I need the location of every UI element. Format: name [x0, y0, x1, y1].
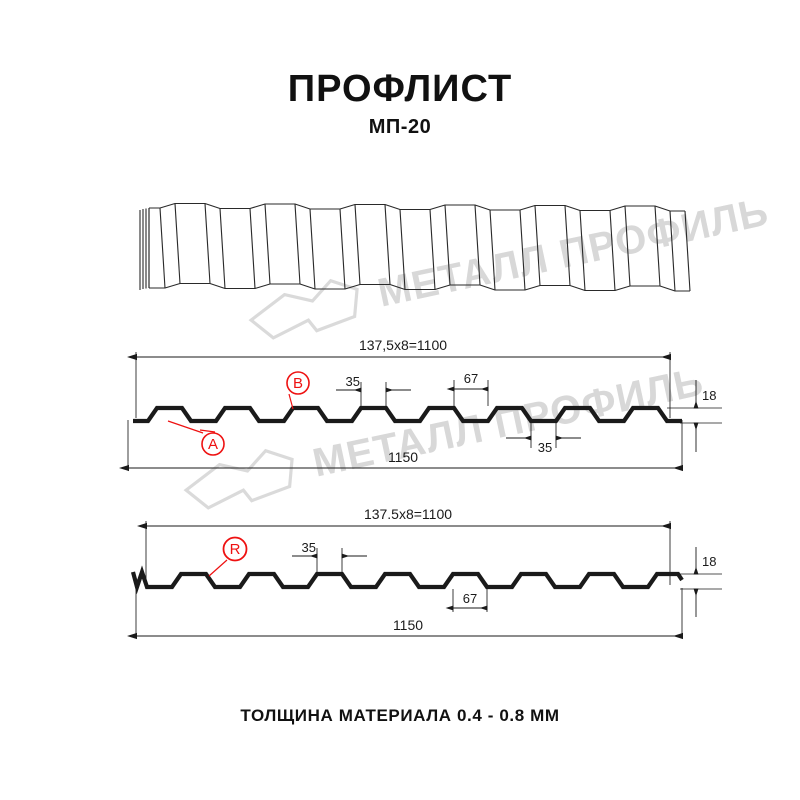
material-thickness-note: ТОЛЩИНА МАТЕРИАЛА 0.4 - 0.8 ММ: [240, 706, 560, 725]
dim-pitch-top-label: 137,5х8=1100: [359, 337, 447, 353]
watermark-lower: МЕТАЛЛ ПРОФИЛЬ: [183, 360, 708, 510]
dim-pitch-top: 137,5х8=1100: [127, 337, 671, 361]
marker-r-label: R: [230, 541, 241, 558]
watermark-text: МЕТАЛЛ ПРОФИЛЬ: [309, 360, 708, 486]
profile-outline-top: [133, 405, 682, 424]
section-view-r: 137.5х8=1100 1150 35 67: [127, 506, 722, 640]
dim-total-top: 1150: [119, 449, 683, 472]
marker-b-label: B: [293, 375, 303, 392]
marker-b: B: [286, 371, 310, 410]
dim-pitch-bottom-label: 137.5х8=1100: [364, 506, 452, 522]
dim-rib-35-top-label: 35: [346, 374, 360, 389]
profile-outline-bottom: [130, 565, 684, 595]
dim-height-18-bottom: 18: [675, 547, 722, 617]
dim-rib-35-bottom-label: 35: [538, 440, 552, 455]
dim-height-18-bottom-label: 18: [702, 554, 716, 569]
dim-valley-67-top: 67: [446, 371, 489, 406]
dim-rib-35-bottom: 35: [506, 423, 581, 455]
dim-total-top-label: 1150: [388, 449, 418, 465]
dim-total-bottom: 1150: [127, 617, 683, 640]
page-subtitle: МП-20: [368, 116, 432, 138]
dim-valley-67-bottomview-label: 67: [463, 591, 477, 606]
dim-valley-67-bottomview: 67: [445, 589, 488, 612]
dim-height-18-top: 18: [667, 380, 722, 452]
page-title: ПРОФЛИСТ: [287, 68, 513, 110]
dim-valley-67-top-label: 67: [464, 371, 478, 386]
isometric-sheet-view: [139, 202, 691, 292]
marker-a-label: A: [208, 436, 218, 453]
marker-r: R: [208, 536, 248, 577]
dim-pitch-bottom: 137.5х8=1100: [137, 506, 671, 530]
section-view-a-b: 137,5х8=1100 1150 35 67: [119, 337, 722, 472]
dim-rib-35-bottomview: 35: [292, 540, 367, 572]
dim-height-18-top-label: 18: [702, 388, 716, 403]
watermark-upper: МЕТАЛЛ ПРОФИЛЬ: [248, 190, 773, 340]
marker-a: A: [167, 420, 225, 456]
dim-total-bottom-label: 1150: [393, 617, 423, 633]
dim-rib-35-top: 35: [336, 374, 411, 406]
dim-rib-35-bottomview-label: 35: [302, 540, 316, 555]
